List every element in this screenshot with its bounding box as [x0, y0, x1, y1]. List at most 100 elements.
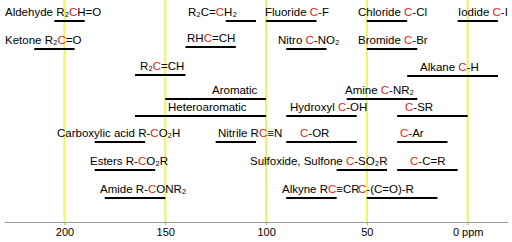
label-run: C: [300, 127, 308, 139]
tick-mark: [64, 222, 65, 225]
range-bar: [286, 197, 336, 199]
label-run: C: [404, 34, 412, 46]
label-run: C: [57, 34, 65, 46]
tick-mark: [367, 222, 368, 225]
range-label: Aromatic: [212, 84, 258, 96]
grid-line: [265, 0, 267, 222]
label-run: -Ar: [408, 127, 424, 139]
grid: [64, 0, 467, 222]
label-run: C: [305, 34, 313, 46]
label-run: C: [410, 155, 418, 167]
label-run: C: [493, 6, 501, 18]
label-run: C: [458, 61, 466, 73]
range-bar: [458, 20, 498, 22]
label-run: C: [310, 6, 318, 18]
label-run: -F: [318, 6, 329, 18]
range-label: Hydroxyl C-OH: [290, 101, 367, 113]
label-run: C: [138, 155, 146, 167]
range-bar: [135, 74, 185, 76]
label-run: =O: [66, 34, 82, 46]
range-bar: [54, 20, 84, 22]
label-run: -OH: [346, 101, 367, 113]
tick-label: 0 ppm: [453, 226, 484, 238]
label-run: C: [338, 101, 346, 113]
label-run: =CH: [161, 60, 184, 72]
range-bar: [397, 141, 447, 143]
tick-mark: [468, 222, 469, 225]
x-axis: 200150100500 ppm: [5, 222, 509, 238]
label-run: -C=R: [418, 155, 445, 167]
label-run: Nitro: [278, 34, 305, 46]
label-run: Esters R-: [90, 155, 138, 167]
label-run: C: [346, 155, 354, 167]
label-run: =CH: [212, 32, 235, 44]
range-bar: [266, 20, 316, 22]
range-label: Bromide C-Br: [358, 34, 428, 46]
range-bar: [216, 141, 256, 143]
range-bar: [34, 48, 74, 50]
label-run: Aromatic: [212, 84, 258, 96]
tick: 0 ppm: [453, 222, 484, 238]
label-run: -H: [467, 61, 479, 73]
label-run: C: [400, 127, 408, 139]
label-run: C: [69, 6, 77, 18]
range-labels: Aldehyde R₂CH=OKetone R₂C=OR₂C=CH₂RHC=CH…: [5, 6, 508, 195]
range-bar: [286, 115, 357, 117]
label-run: -NO₂: [314, 34, 340, 46]
range-bar: [185, 46, 235, 48]
range-bar: [95, 141, 145, 143]
range-label: C-OR: [300, 127, 329, 139]
grid-line: [467, 0, 469, 222]
range-bar: [397, 169, 457, 171]
range-label: C-SR: [405, 101, 433, 113]
label-run: ≡CR: [336, 183, 359, 195]
label-run: Ketone R₂: [5, 34, 57, 46]
label-run: C: [153, 60, 161, 72]
label-run: Iodide: [458, 6, 493, 18]
axis-line: [5, 222, 509, 223]
label-run: -SO₂R: [354, 155, 387, 167]
tick: 200: [56, 222, 74, 238]
label-run: Alkyne R: [282, 183, 328, 195]
label-run: Fluoride: [265, 6, 310, 18]
label-run: Heteroaromatic: [168, 101, 247, 113]
label-run: C: [150, 127, 158, 139]
label-run: C: [404, 6, 412, 18]
range-label: Heteroaromatic: [168, 101, 247, 113]
tick-label: 200: [56, 226, 74, 238]
range-label: Esters R-CO₂R: [90, 155, 168, 167]
label-run: H=O: [77, 6, 101, 18]
label-run: RH: [187, 32, 204, 44]
range-bar: [226, 20, 256, 22]
label-run: C: [405, 101, 413, 113]
range-bar: [135, 115, 266, 117]
range-bar: [407, 75, 498, 77]
tick-label: 100: [257, 226, 275, 238]
range-label: Alkyne RC≡CR: [282, 183, 360, 195]
label-run: -Br: [412, 34, 428, 46]
label-run: Amide R-: [100, 183, 148, 195]
label-run: C: [204, 32, 212, 44]
range-label: C-(C=O)-R: [358, 183, 414, 195]
range-bar: [95, 169, 155, 171]
range-label: Amine C-NR₂: [345, 84, 414, 96]
label-run: -(C=O)-R: [366, 183, 414, 195]
label-run: R₂C=: [188, 6, 216, 18]
tick-mark: [165, 222, 166, 225]
label-run: O₂R: [146, 155, 168, 167]
label-run: Bromide: [358, 34, 404, 46]
label-run: -OR: [308, 127, 329, 139]
range-bar: [367, 197, 438, 199]
label-run: C: [328, 183, 336, 195]
range-bar: [337, 169, 387, 171]
range-bar: [286, 141, 357, 143]
label-run: Alkane: [420, 61, 458, 73]
label-run: Hydroxyl: [290, 101, 338, 113]
range-bar: [367, 48, 417, 50]
range-bar: [397, 115, 468, 117]
range-bars: [34, 20, 498, 199]
tick: 150: [157, 222, 175, 238]
chart: Aldehyde R₂CH=OKetone R₂C=OR₂C=CH₂RHC=CH…: [0, 0, 512, 242]
range-label: C-C=R: [410, 155, 445, 167]
range-bar: [367, 20, 407, 22]
